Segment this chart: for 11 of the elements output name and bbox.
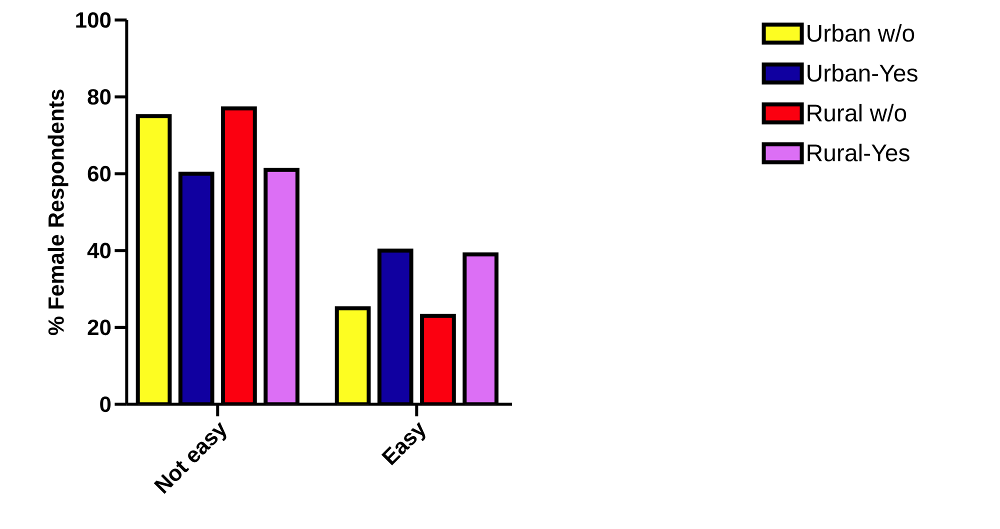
legend-label: Urban w/o [808,24,914,42]
y-tick-label: 60 [88,166,111,182]
y-tick-label: 20 [88,320,111,336]
legend-label: Rural w/o [808,104,906,122]
y-tick-label: 80 [88,89,111,105]
legend-label: Rural-Yes [808,144,910,162]
y-tick-label: 100 [76,12,111,28]
y-tick-label: 0 [100,396,111,412]
y-axis-title: % Female Respondents [48,90,68,336]
legend-label: Urban-Yes [808,64,918,82]
y-tick-label: 40 [87,242,111,258]
